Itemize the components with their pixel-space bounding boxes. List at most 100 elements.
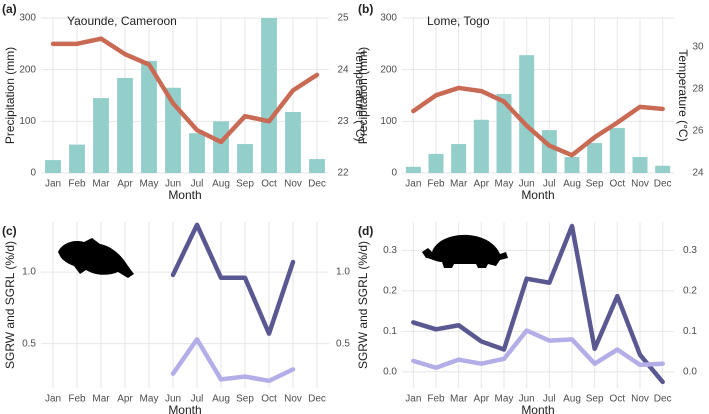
x-tick-label: Sep bbox=[586, 394, 604, 405]
y2-axis-label: Temperature (°C) bbox=[676, 49, 690, 141]
x-tick-label: May bbox=[140, 179, 159, 190]
x-tick-label: Jun bbox=[165, 179, 181, 190]
bar bbox=[141, 60, 157, 174]
x-tick-label: Nov bbox=[631, 394, 649, 405]
x-tick-label: Jun bbox=[519, 394, 535, 405]
x-tick-label: Mar bbox=[450, 394, 468, 405]
y2-tick-label: 23 bbox=[337, 116, 349, 127]
y-tick-label: 300 bbox=[380, 13, 397, 24]
y2-axis-label: Temperature (°C) bbox=[353, 49, 367, 141]
x-tick-label: Apr bbox=[117, 179, 133, 190]
x-tick-label: May bbox=[495, 179, 514, 190]
y-tick-label: 200 bbox=[19, 64, 36, 75]
y2-tick-label: 25 bbox=[337, 13, 349, 24]
bar bbox=[519, 55, 535, 174]
y2-tick-label: 30 bbox=[692, 42, 704, 53]
line bbox=[411, 223, 665, 385]
x-tick-label: Jan bbox=[405, 394, 421, 405]
y2-tick-label: 0.1 bbox=[683, 326, 697, 337]
y-tick-label: 0 bbox=[391, 168, 397, 179]
bar bbox=[609, 128, 625, 173]
bar bbox=[564, 156, 580, 173]
x-tick-label: Jan bbox=[45, 394, 61, 405]
x-tick-label: Oct bbox=[261, 179, 277, 190]
x-tick-label: Sep bbox=[586, 179, 604, 190]
panel-label: (b) bbox=[358, 2, 373, 16]
x-tick-label: Jan bbox=[405, 179, 421, 190]
y-axis-label: SGRW and SGRL (%/d) bbox=[356, 241, 370, 369]
bar bbox=[655, 165, 671, 173]
y2-tick-label: 1.0 bbox=[336, 267, 350, 278]
line bbox=[170, 337, 296, 384]
y2-tick-label: 0.2 bbox=[683, 285, 697, 296]
y-axis-label: SGRW and SGRL (%/d) bbox=[3, 241, 17, 369]
x-tick-label: Mar bbox=[92, 179, 110, 190]
bar bbox=[496, 93, 512, 173]
panel-title: Yaounde, Cameroon bbox=[67, 14, 177, 28]
bar bbox=[69, 144, 85, 173]
bar bbox=[261, 18, 277, 173]
x-tick-label: May bbox=[495, 394, 514, 405]
bar bbox=[117, 77, 133, 173]
y2-tick-label: 22 bbox=[337, 168, 349, 179]
y2-tick-label: 24 bbox=[337, 64, 349, 75]
x-tick-label: Sep bbox=[236, 394, 254, 405]
x-tick-label: Nov bbox=[284, 179, 302, 190]
y2-tick-label: 0.3 bbox=[683, 245, 697, 256]
line bbox=[50, 36, 320, 145]
x-tick-label: Mar bbox=[450, 179, 468, 190]
x-axis-label: Month bbox=[168, 188, 201, 202]
x-tick-label: Dec bbox=[308, 394, 326, 405]
line bbox=[411, 328, 665, 371]
y-tick-label: 100 bbox=[380, 116, 397, 127]
x-tick-label: Dec bbox=[308, 179, 326, 190]
y2-tick-label: 24 bbox=[692, 168, 704, 179]
panel-label: (a) bbox=[2, 2, 17, 16]
x-tick-label: Oct bbox=[610, 179, 626, 190]
bar bbox=[285, 112, 301, 173]
y-axis-label: Precipitation (mm) bbox=[3, 47, 17, 144]
bar bbox=[189, 133, 205, 173]
line bbox=[170, 222, 296, 336]
x-tick-label: Jul bbox=[543, 179, 556, 190]
x-tick-label: Jun bbox=[165, 394, 181, 405]
bar bbox=[45, 160, 61, 173]
y-tick-label: 0.3 bbox=[383, 245, 397, 256]
x-tick-label: Jul bbox=[191, 394, 204, 405]
turtle-silhouette bbox=[422, 234, 508, 268]
bar bbox=[632, 156, 648, 173]
y-tick-label: 100 bbox=[19, 116, 36, 127]
x-tick-label: Dec bbox=[654, 179, 672, 190]
x-axis-label: Month bbox=[521, 188, 554, 202]
x-tick-label: Feb bbox=[68, 179, 86, 190]
y-tick-label: 0.1 bbox=[383, 326, 397, 337]
y-tick-label: 1.0 bbox=[22, 267, 36, 278]
x-tick-label: Feb bbox=[427, 394, 445, 405]
bar bbox=[405, 166, 421, 173]
x-axis-label: Month bbox=[168, 403, 201, 414]
x-tick-label: Aug bbox=[563, 179, 581, 190]
y-tick-label: 0.5 bbox=[22, 338, 36, 349]
bar bbox=[237, 144, 253, 173]
x-tick-label: Aug bbox=[212, 179, 230, 190]
fish-silhouette bbox=[58, 238, 134, 278]
x-tick-label: Jul bbox=[543, 394, 556, 405]
bar bbox=[93, 98, 109, 173]
x-tick-label: Jul bbox=[191, 179, 204, 190]
y2-tick-label: 0.5 bbox=[336, 338, 350, 349]
x-tick-label: Jan bbox=[45, 179, 61, 190]
y2-tick-label: 0.0 bbox=[683, 366, 697, 377]
x-axis-label: Month bbox=[521, 403, 554, 414]
line bbox=[411, 85, 665, 158]
x-tick-label: Apr bbox=[474, 394, 490, 405]
x-tick-label: Sep bbox=[236, 179, 254, 190]
bar bbox=[309, 159, 325, 173]
x-tick-label: Feb bbox=[427, 179, 445, 190]
x-tick-label: Dec bbox=[654, 394, 672, 405]
bar bbox=[451, 144, 467, 173]
y-tick-label: 0.2 bbox=[383, 285, 397, 296]
y-tick-label: 300 bbox=[19, 13, 36, 24]
panel-title: Lome, Togo bbox=[427, 14, 490, 28]
y2-tick-label: 28 bbox=[692, 84, 704, 95]
y-tick-label: 0 bbox=[30, 168, 36, 179]
